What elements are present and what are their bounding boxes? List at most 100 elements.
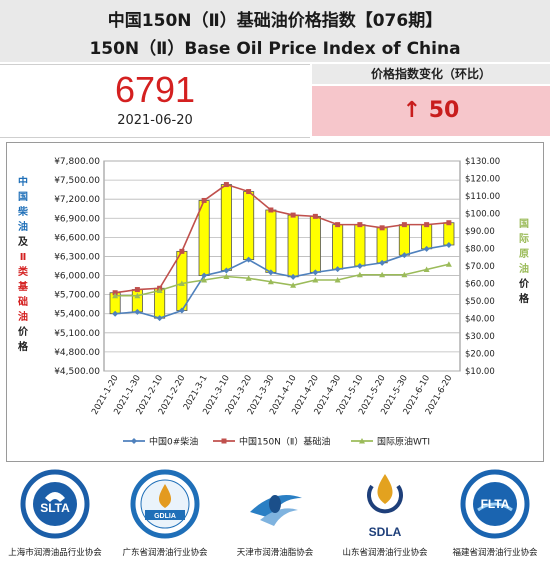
right-tick-label: $40.00 xyxy=(465,315,495,325)
right-tick-label: $20.00 xyxy=(465,350,495,360)
legend-marker xyxy=(221,438,227,444)
logo-name: 福建省润滑油行业协会 xyxy=(452,548,538,558)
logo-abbr: FLTA xyxy=(481,497,510,511)
wti-point xyxy=(312,277,319,283)
page-header: 中国150N（Ⅱ）基础油价格指数【076期】 150N（Ⅱ）Base Oil P… xyxy=(0,0,550,62)
left-tick-label: ¥7,200.00 xyxy=(54,195,100,205)
shandong-association-logo-icon: SDLA xyxy=(367,474,403,539)
diesel-point xyxy=(401,252,408,259)
diesel-point xyxy=(290,273,297,280)
diesel-point xyxy=(423,245,430,252)
legend-label: 中国0#柴油 xyxy=(149,436,198,448)
logo-name: 天津市润滑油脂协会 xyxy=(236,548,314,558)
right-axis-label-char: 油 xyxy=(519,262,529,275)
left-axis-label-char: 基 xyxy=(17,280,29,293)
base-oil-point xyxy=(201,197,207,203)
legend-label: 国际原油WTI xyxy=(377,436,430,448)
left-tick-label: ¥7,800.00 xyxy=(54,157,100,167)
wti-point xyxy=(245,275,252,281)
base-oil-point xyxy=(246,189,252,195)
right-axis-label-char: 国 xyxy=(519,218,529,230)
up-down-bar xyxy=(198,200,210,276)
logo-abbr: GDLIA xyxy=(154,513,176,520)
left-axis-label-char: 类 xyxy=(18,265,28,278)
wti-point xyxy=(334,277,341,283)
right-tick-label: $110.00 xyxy=(465,192,500,202)
up-down-bar xyxy=(220,184,232,271)
left-axis-label-char: 础 xyxy=(18,295,28,308)
up-down-bar xyxy=(354,224,366,267)
page-title-en: 150N（Ⅱ）Base Oil Price Index of China xyxy=(89,39,461,59)
logo-tianjin: 天津市润滑油脂协会 xyxy=(220,468,330,561)
left-axis-label-char: 油 xyxy=(18,310,28,323)
logo-slta: SLTA 上海市润滑油品行业协会 xyxy=(0,468,110,561)
wti-point xyxy=(201,277,208,283)
tianjin-association-logo-icon xyxy=(250,495,302,526)
up-down-bar xyxy=(309,215,321,273)
wti-point xyxy=(445,261,452,267)
diesel-point xyxy=(445,242,452,248)
base-oil-point xyxy=(134,287,140,293)
base-oil-point xyxy=(179,248,185,254)
left-tick-label: ¥4,800.00 xyxy=(54,348,100,358)
left-axis-label-char: 柴 xyxy=(17,205,29,218)
left-tick-label: ¥5,400.00 xyxy=(54,310,100,320)
up-down-bar xyxy=(243,191,255,261)
logo-gdlia: GDLIA 广东省润滑油行业协会 xyxy=(110,468,220,561)
index-value-panel: 6791 2021-06-20 xyxy=(0,64,310,138)
change-title: 价格指数变化（环比） xyxy=(312,64,550,84)
left-axis-label-char: Ⅱ xyxy=(20,252,27,263)
right-axis-label-char: 际 xyxy=(519,233,529,245)
up-down-bar xyxy=(265,209,277,273)
series-line-diesel xyxy=(115,244,450,320)
base-oil-point xyxy=(357,222,363,228)
footer-logos: SLTA 上海市润滑油品行业协会 GDLIA 广东省润滑油行业协会 天津市润滑油… xyxy=(0,468,550,561)
base-oil-point xyxy=(401,222,407,228)
guangdong-association-logo-icon: GDLIA xyxy=(130,469,200,539)
right-tick-label: $90.00 xyxy=(465,227,495,237)
left-tick-label: ¥4,500.00 xyxy=(54,367,100,377)
wti-point xyxy=(134,292,141,299)
diesel-point xyxy=(156,315,163,322)
wti-point xyxy=(267,278,274,285)
left-tick-label: ¥6,600.00 xyxy=(54,233,100,243)
logo-sdla: SDLA 山东省润滑油行业协会 xyxy=(330,468,440,561)
right-axis-label-char: 原 xyxy=(519,248,529,260)
index-value: 6791 xyxy=(114,69,196,110)
diesel-point xyxy=(223,267,230,274)
left-axis-label-char: 格 xyxy=(18,340,29,353)
up-down-bar xyxy=(332,224,344,270)
legend-marker xyxy=(131,438,137,444)
right-tick-label: $100.00 xyxy=(465,210,500,220)
legend-label: 中国150N（Ⅱ）基础油 xyxy=(239,436,330,448)
diesel-point xyxy=(134,308,141,315)
logo-name: 上海市润滑油品行业协会 xyxy=(8,548,102,558)
up-down-bar xyxy=(443,222,455,246)
up-arrow-icon: ↑ xyxy=(402,98,422,123)
price-chart: ¥4,500.00 ¥4,800.00 ¥5,100.00 ¥5,400.00 ¥5,7… xyxy=(6,142,544,462)
left-axis-label-char: 油 xyxy=(18,220,28,233)
diesel-point xyxy=(334,266,341,273)
left-axis-label-char: 中 xyxy=(18,175,28,188)
diesel-point xyxy=(379,259,386,266)
up-down-bar xyxy=(398,224,410,256)
left-tick-label: ¥5,100.00 xyxy=(54,329,100,339)
diesel-point xyxy=(356,263,363,269)
base-oil-point xyxy=(379,225,385,231)
wti-point xyxy=(178,280,185,286)
legend-marker xyxy=(359,438,365,444)
change-value-box: ↑ 50 xyxy=(312,86,550,136)
wti-point xyxy=(156,287,163,293)
diesel-point xyxy=(178,307,185,314)
left-tick-label: ¥6,000.00 xyxy=(54,272,100,282)
right-tick-label: $50.00 xyxy=(465,297,495,307)
diesel-point xyxy=(112,310,119,317)
base-oil-point xyxy=(268,207,274,213)
fujian-association-logo-icon: FLTA xyxy=(460,469,530,539)
logo-flta: FLTA 福建省润滑油行业协会 xyxy=(440,468,550,561)
change-value: 50 xyxy=(428,98,460,123)
logo-abbr: SDLA xyxy=(369,525,402,539)
right-axis-label-char: 格 xyxy=(519,292,530,305)
page-title-cn: 中国150N（Ⅱ）基础油价格指数【076期】 xyxy=(107,11,443,31)
left-axis-label-char: 及 xyxy=(18,236,29,248)
